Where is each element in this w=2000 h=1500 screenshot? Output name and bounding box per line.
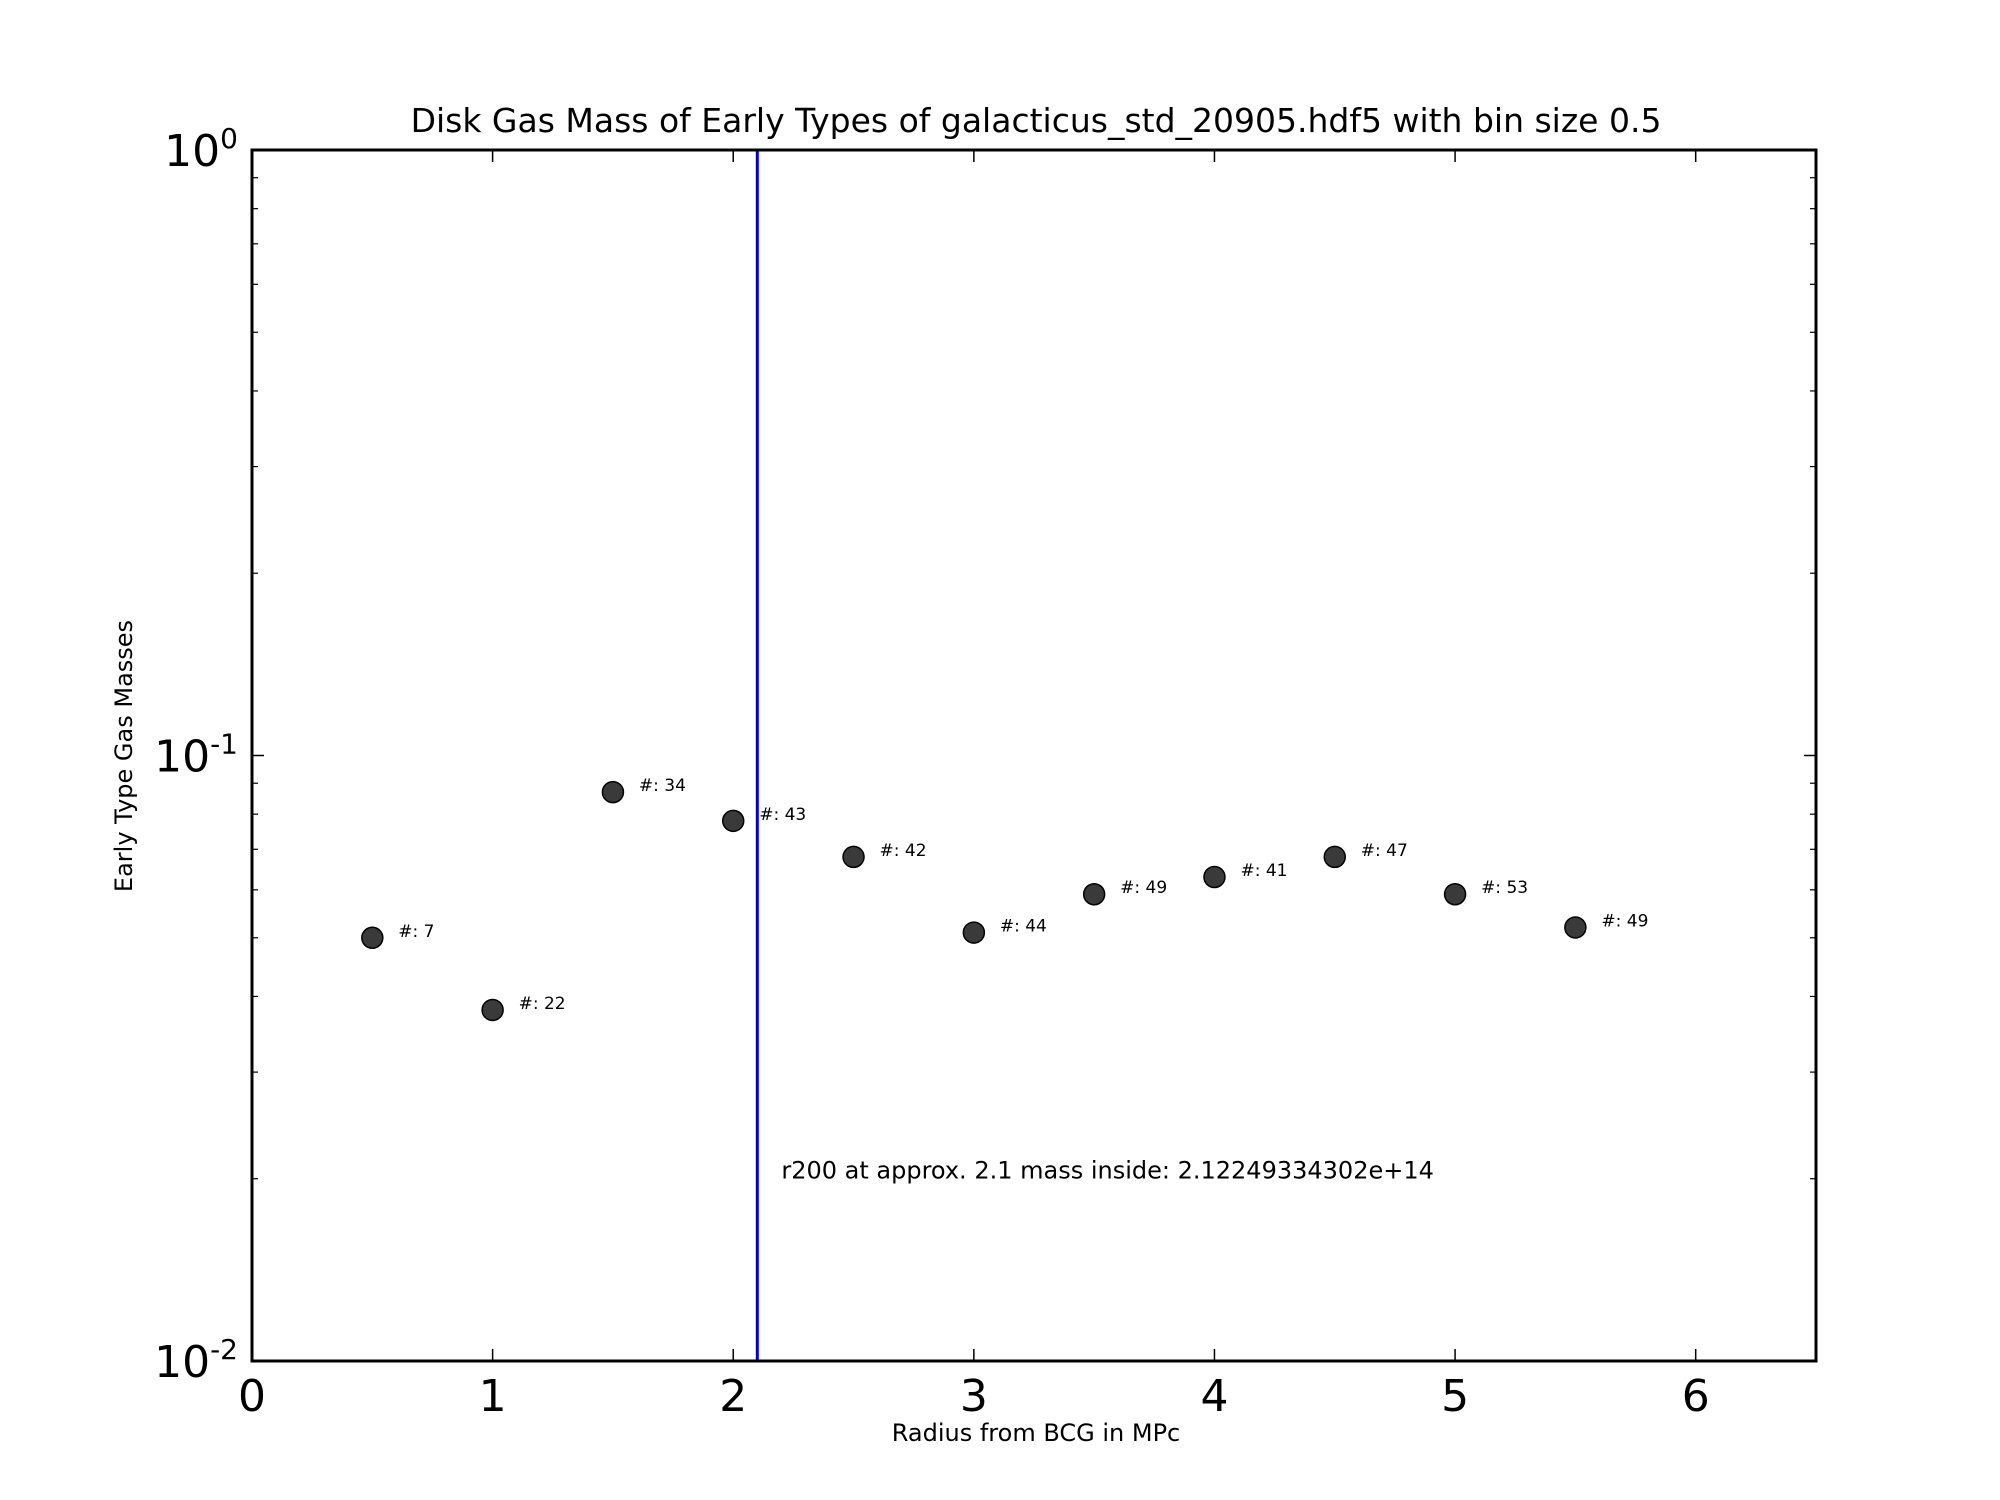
y-tick-label: 10-2 — [154, 1333, 238, 1388]
x-tick-label: 0 — [238, 1371, 266, 1422]
data-point — [842, 845, 865, 869]
chart-title: Disk Gas Mass of Early Types of galactic… — [411, 101, 1662, 140]
y-tick-label: 100 — [164, 122, 238, 177]
y-tick-label: 10-1 — [154, 728, 238, 783]
data-point — [1443, 882, 1467, 906]
plot-frame — [250, 148, 1818, 1363]
data-point-label: #: 43 — [759, 805, 806, 825]
x-tick-label: 2 — [719, 1371, 747, 1422]
data-point — [721, 809, 745, 833]
data-point — [1564, 916, 1587, 939]
x-tick-labels: 0 1 2 3 4 5 6 — [238, 1371, 1710, 1422]
x-tick-label: 6 — [1682, 1371, 1710, 1422]
data-point-label: #: 42 — [880, 841, 927, 861]
x-tick-label: 3 — [960, 1371, 988, 1422]
y-axis-label: Early Type Gas Masses — [110, 620, 138, 892]
data-point-label: #: 7 — [398, 922, 434, 942]
x-tick-label: 4 — [1200, 1371, 1228, 1422]
data-point-label: #: 49 — [1120, 878, 1167, 898]
data-points — [361, 780, 1587, 1022]
data-point-label: #: 34 — [639, 776, 686, 796]
data-point — [481, 998, 504, 1022]
x-tick-label: 5 — [1441, 1371, 1469, 1422]
x-axis-label: Radius from BCG in MPc — [892, 1419, 1181, 1447]
data-point-label: #: 41 — [1240, 861, 1287, 881]
point-labels: #: 7 #: 22 #: 34 #: 43 #: 42 #: 44 #: 49 #: 41 #… — [398, 776, 1648, 1014]
axis-ticks — [251, 149, 1816, 1362]
r200-annotation: r200 at approx. 2.1 mass inside: 2.12249… — [781, 1157, 1434, 1185]
data-point-label: #: 49 — [1601, 911, 1648, 931]
y-tick-labels: 10-2 10-1 100 — [154, 122, 238, 1388]
data-point — [361, 926, 384, 950]
data-point — [1082, 882, 1106, 906]
data-point-label: #: 22 — [519, 994, 566, 1014]
data-point — [1203, 865, 1226, 889]
data-point-label: #: 53 — [1481, 878, 1528, 898]
data-point — [1323, 845, 1347, 869]
data-point — [962, 921, 986, 944]
data-point-label: #: 47 — [1361, 841, 1408, 861]
data-point — [601, 780, 625, 804]
x-tick-label: 1 — [479, 1371, 507, 1422]
data-point-label: #: 44 — [1000, 917, 1047, 937]
